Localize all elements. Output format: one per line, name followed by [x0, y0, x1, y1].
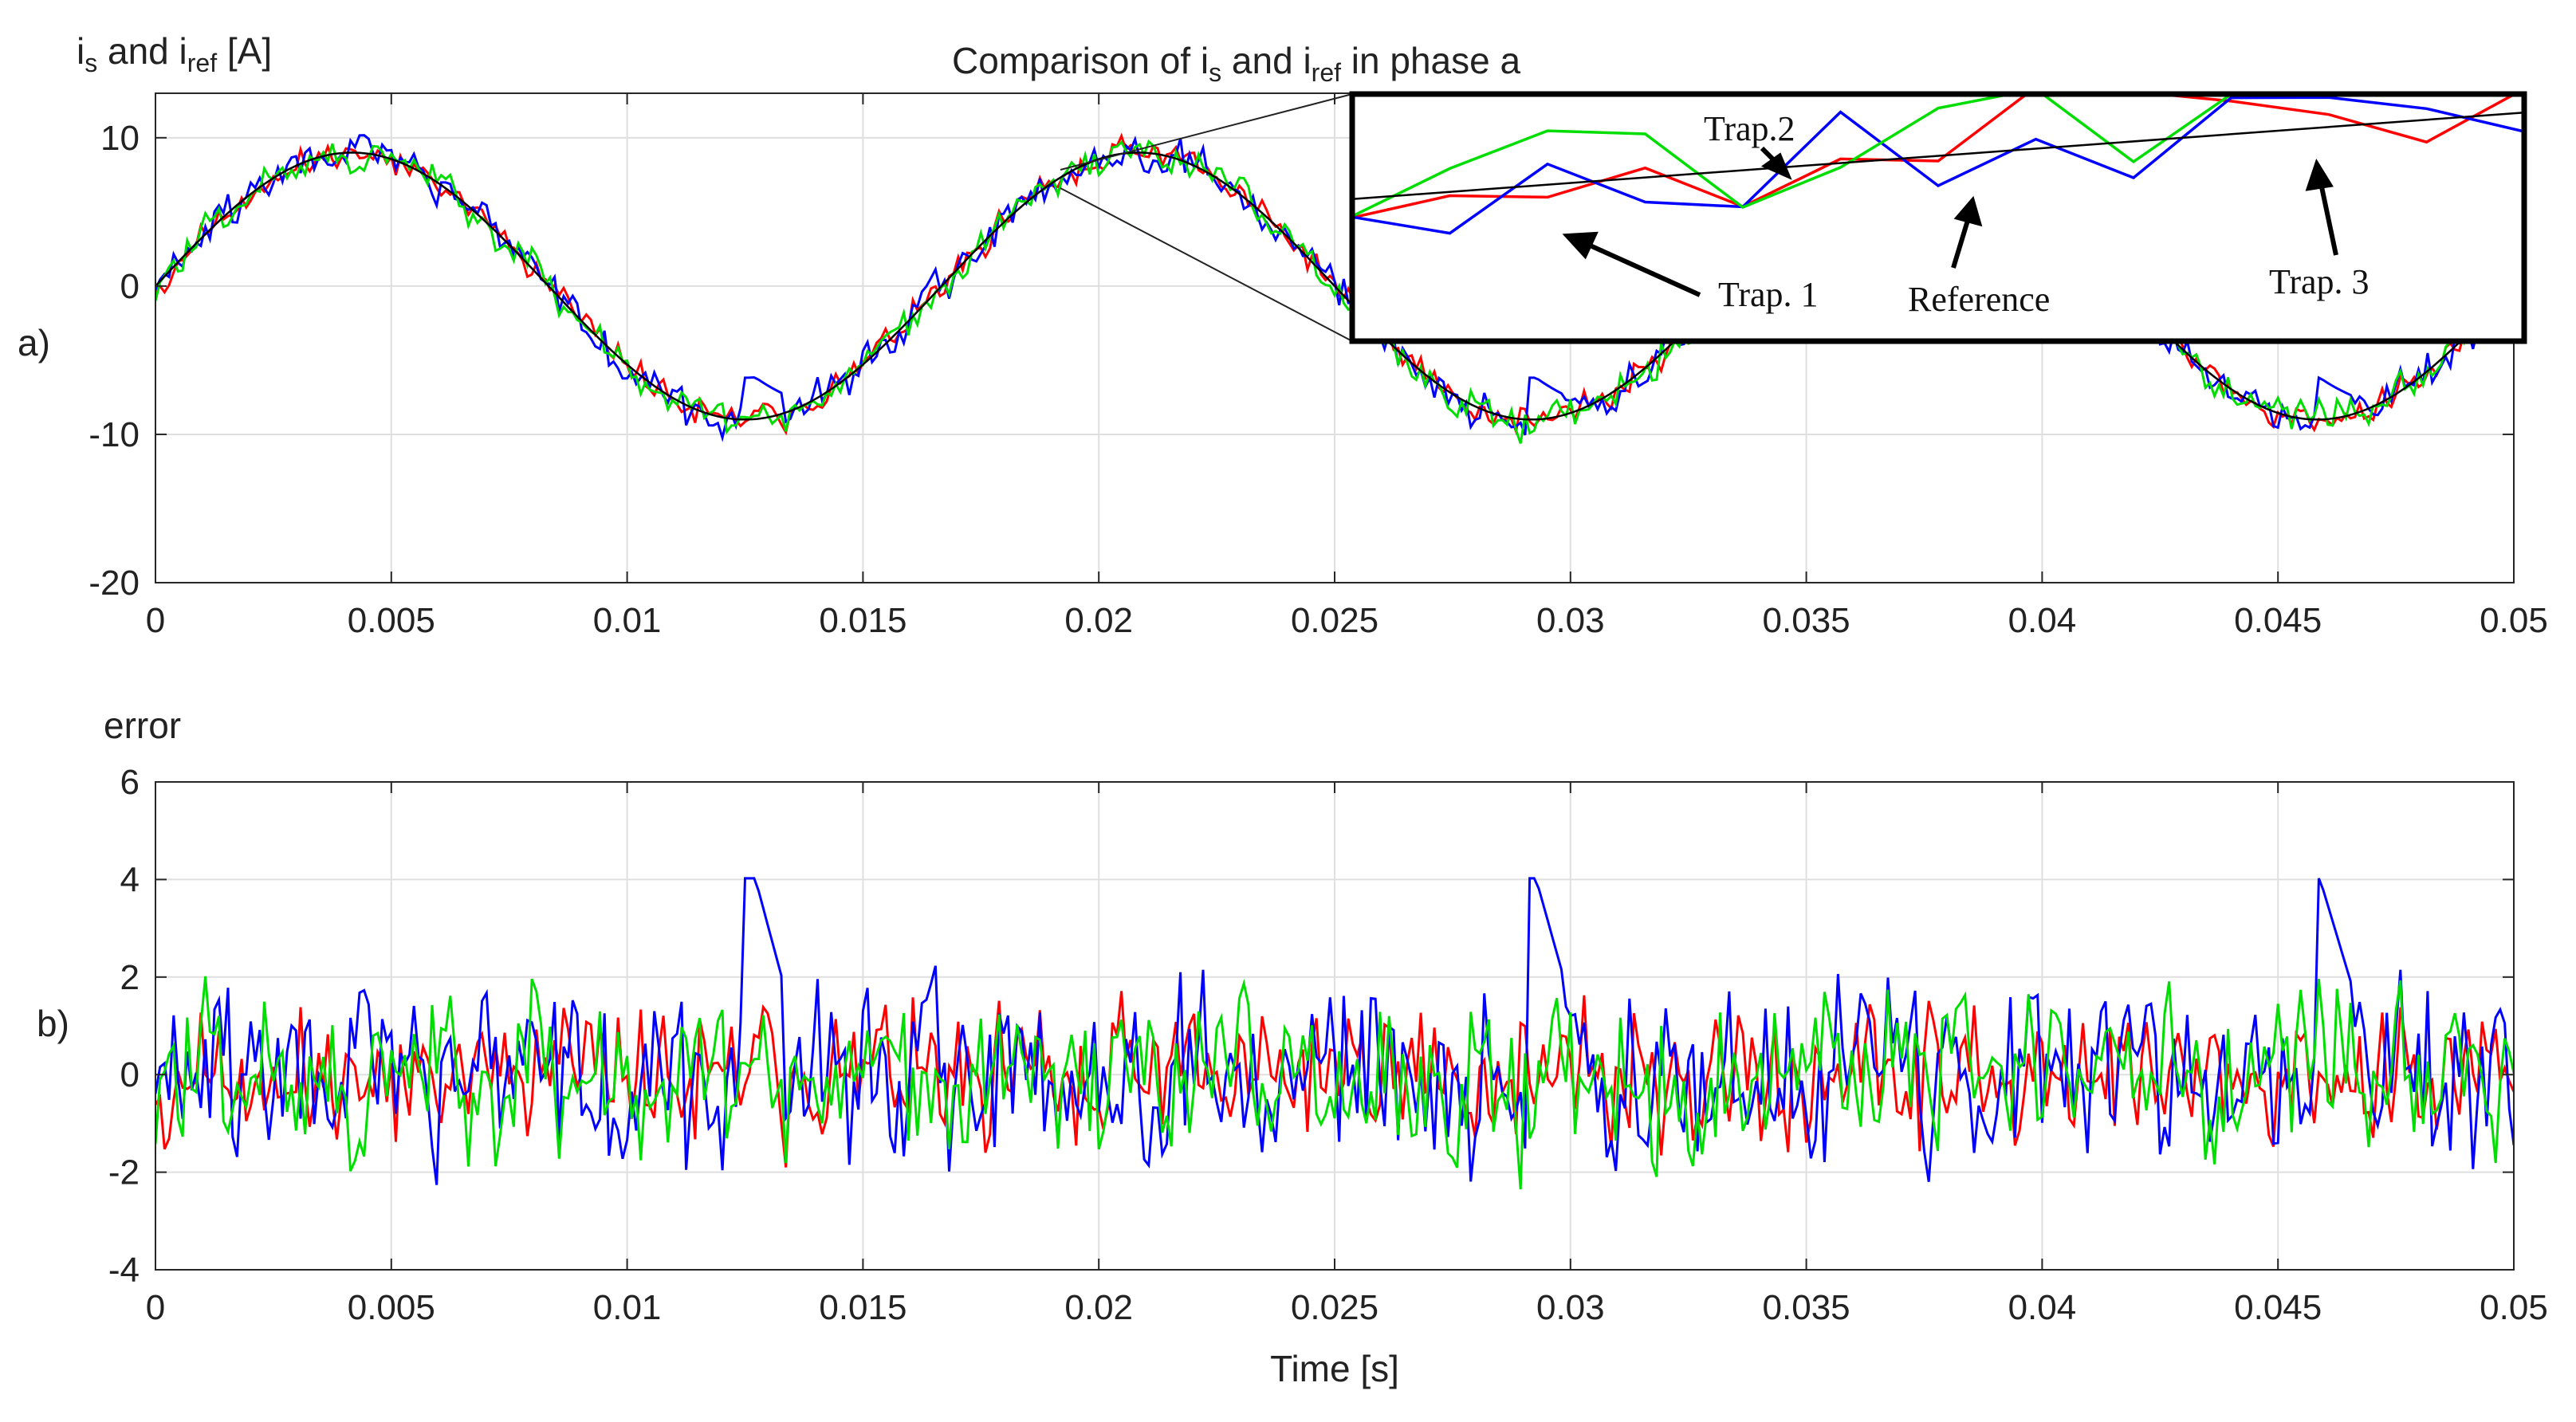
panel-a-ylabel-sub: s [85, 49, 97, 77]
inset-arrows [1562, 146, 2338, 297]
panel-b: 0 0.005 0.01 0.015 0.02 0.025 0.03 0.035 0.04 0.0… [37, 705, 2548, 1389]
panel-a-xtick-label: 0 [146, 601, 165, 640]
panel-b-xtick-label: 0.03 [1536, 1288, 1605, 1327]
panel-a-xtick-label: 0.04 [2008, 601, 2077, 640]
panel-b-xtick-label: 0.05 [2480, 1288, 2548, 1327]
inset-reference-line [1352, 112, 2523, 201]
panel-b-series-line [155, 976, 2514, 1190]
panel-a-title-sub: s [1209, 58, 1221, 87]
panel-a: 0 0.005 0.01 0.015 0.02 0.025 0.03 0.035 0.04 0.0… [18, 30, 2548, 640]
arrow-trap1 [1585, 242, 1701, 297]
panel-b-xtick-label: 0.01 [593, 1288, 662, 1327]
zoom-connector-bottom [1060, 187, 1353, 342]
panel-a-xtick-label: 0.035 [1763, 601, 1850, 640]
panel-a-label: a) [18, 322, 50, 363]
panel-b-xtick-label: 0.025 [1291, 1288, 1378, 1327]
panel-a-xtick-label: 0.02 [1064, 601, 1133, 640]
panel-b-ticks: 0 0.005 0.01 0.015 0.02 0.025 0.03 0.035 0.04 0.0… [108, 763, 2548, 1327]
panel-a-ytick-label: 0 [120, 267, 140, 306]
panel-a-title-part: Comparison of i [952, 40, 1209, 81]
panel-b-xtick-label: 0.015 [819, 1288, 907, 1327]
panel-b-ytick-label: -2 [108, 1153, 140, 1192]
inset-series-line [1352, 96, 2515, 219]
panel-b-grid [155, 782, 2514, 1270]
zoom-inset-frame [1349, 91, 2527, 344]
arrow-reference-head [1953, 195, 1983, 227]
panel-b-xtick-label: 0.005 [348, 1288, 435, 1327]
panel-a-xtick-label: 0.01 [593, 601, 662, 640]
panel-b-ytick-label: 0 [120, 1055, 140, 1094]
inset-label-trap3: Trap. 3 [2269, 262, 2370, 301]
panel-a-ylabel-part: i [77, 30, 85, 72]
panel-a-ytick-label: 10 [100, 119, 140, 158]
panel-a-ticks: 0 0.005 0.01 0.015 0.02 0.025 0.03 0.035 0.04 0.0… [88, 93, 2548, 640]
arrow-trap3-head [2305, 158, 2334, 191]
panel-a-xtick-label: 0.05 [2480, 601, 2548, 640]
panel-b-label: b) [37, 1003, 69, 1044]
panel-a-ytick-label: -20 [88, 564, 140, 603]
panel-a-xtick-label: 0.03 [1536, 601, 1605, 640]
panel-a-ytick-label: -10 [88, 415, 140, 454]
inset-label-trap1: Trap. 1 [1718, 275, 1819, 314]
panel-b-xtick-label: 0.045 [2234, 1288, 2322, 1327]
panel-a-title-sub: ref [1312, 58, 1341, 87]
inset-label-reference: Reference [1908, 280, 2050, 319]
panel-b-xlabel: Time [s] [1270, 1348, 1399, 1389]
panel-a-xtick-label: 0.015 [819, 601, 907, 640]
panel-b-xtick-label: 0 [146, 1288, 165, 1327]
panel-b-title: error [104, 705, 181, 746]
panel-a-xtick-label: 0.025 [1291, 601, 1378, 640]
panel-a-xtick-label: 0.045 [2234, 601, 2322, 640]
inset-series-line [1352, 96, 2523, 235]
panel-b-ytick-label: -4 [108, 1251, 140, 1290]
panel-b-series-line [155, 877, 2514, 1185]
arrow-trap3 [2318, 179, 2338, 256]
panel-b-xtick-label: 0.035 [1763, 1288, 1850, 1327]
panel-a-title: Comparison of is and iref in phase a [952, 40, 1520, 87]
panel-b-ytick-label: 4 [120, 860, 140, 899]
panel-b-xtick-label: 0.04 [2008, 1288, 2077, 1327]
inset-series-line [1352, 96, 2232, 218]
zoom-connector-top [1060, 93, 1353, 171]
arrow-trap1-head [1562, 231, 1599, 260]
zoom-inset-series [1352, 96, 2523, 235]
panel-a-title-part: in phase a [1341, 40, 1520, 81]
zoom-inset: Trap.2 Trap. 1 Reference Trap. 3 [1349, 91, 2527, 344]
arrow-trap2-head [1760, 152, 1792, 180]
panel-a-ylabel: is and iref [A] [77, 30, 272, 77]
panel-a-ylabel-sub: ref [187, 49, 217, 77]
panel-b-ytick-label: 2 [120, 958, 140, 997]
panel-b-ytick-label: 6 [120, 763, 140, 802]
panel-a-xtick-label: 0.005 [348, 601, 435, 640]
panel-a-ylabel-part: and i [97, 30, 187, 72]
arrow-reference [1951, 214, 1972, 269]
panel-a-title-part: and i [1221, 40, 1312, 81]
inset-label-trap2: Trap.2 [1704, 109, 1795, 148]
panel-b-xtick-label: 0.02 [1064, 1288, 1133, 1327]
panel-a-ylabel-part: [A] [217, 30, 272, 72]
panel-b-series [155, 877, 2514, 1190]
